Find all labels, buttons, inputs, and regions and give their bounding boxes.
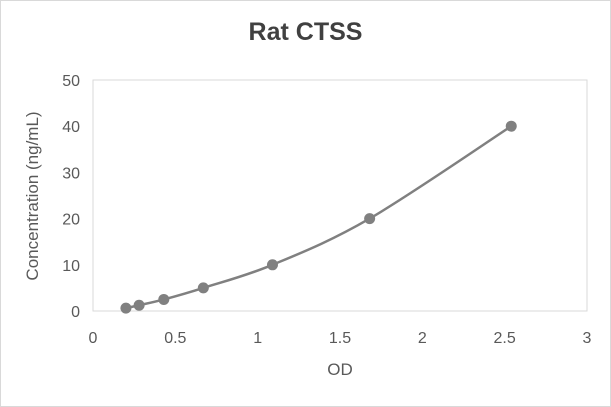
data-point xyxy=(505,120,517,132)
x-tick-label: 3 xyxy=(583,330,592,347)
series-line xyxy=(125,125,512,310)
data-point xyxy=(364,213,376,225)
x-tick-label: 1 xyxy=(253,330,262,347)
x-tick-label: 0.5 xyxy=(164,330,186,347)
x-tick-label: 2 xyxy=(418,330,427,347)
data-point xyxy=(120,302,132,314)
data-point xyxy=(133,299,145,311)
data-point xyxy=(197,282,209,294)
y-tick-label: 10 xyxy=(62,258,80,275)
y-tick-label: 20 xyxy=(62,212,80,229)
plot-area xyxy=(92,79,588,312)
y-axis-label: Concentration (ng/mL) xyxy=(23,111,42,280)
x-tick-label: 1.5 xyxy=(329,330,351,347)
x-tick-label: 2.5 xyxy=(494,330,516,347)
x-tick-label: 0 xyxy=(89,330,98,347)
y-tick-label: 50 xyxy=(62,73,80,90)
y-tick-label: 30 xyxy=(62,165,80,182)
data-point xyxy=(266,259,278,271)
y-tick-label: 0 xyxy=(71,304,80,321)
y-tick-label: 40 xyxy=(62,119,80,136)
chart-title: Rat CTSS xyxy=(248,18,363,46)
data-point xyxy=(158,293,170,305)
x-axis-label: OD xyxy=(327,360,353,379)
